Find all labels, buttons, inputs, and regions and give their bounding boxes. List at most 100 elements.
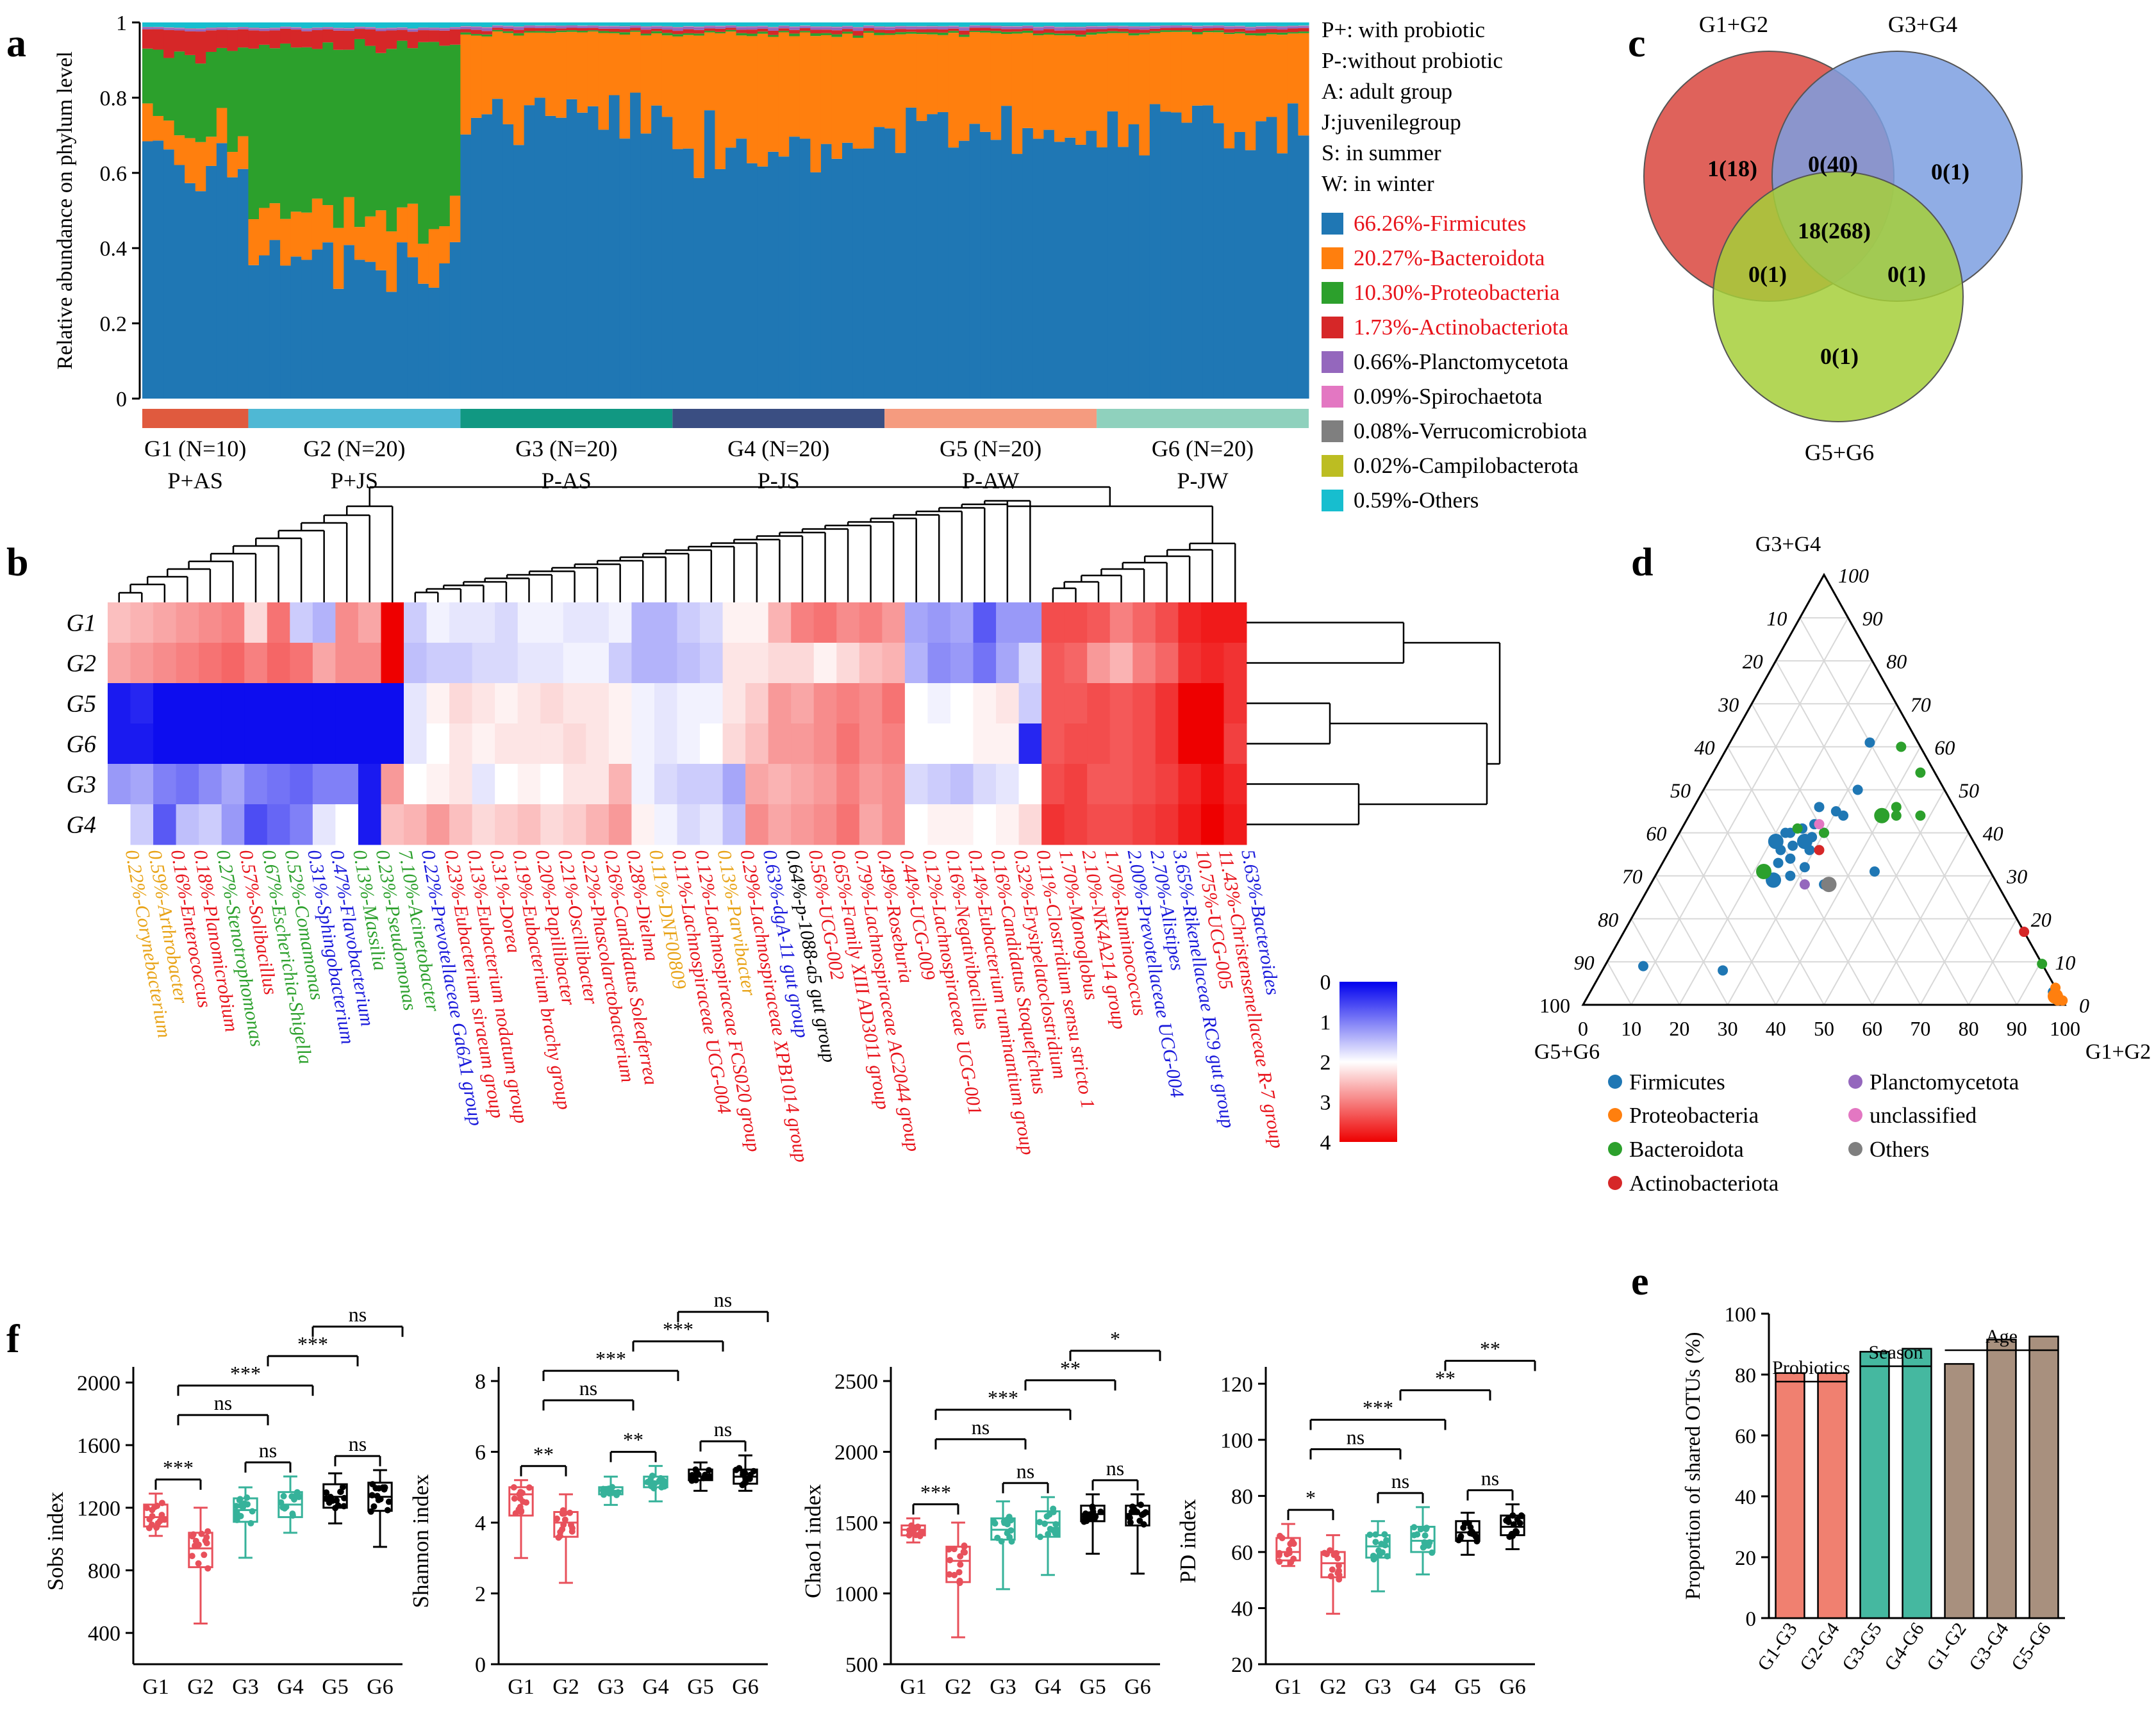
bar-segment-G3-8 xyxy=(481,22,493,28)
ternary-tick-right: 20 xyxy=(2031,908,2052,931)
bar-segment-G1-1 xyxy=(237,136,249,169)
bar-segment-G4-2 xyxy=(874,32,885,35)
bar-segment-G3-3 xyxy=(577,28,588,31)
bar-segment-G4-2 xyxy=(820,33,833,35)
heatmap-cell xyxy=(358,602,381,643)
bar-segment-G6-5 xyxy=(1277,26,1288,28)
bar-segment-G2-4 xyxy=(365,28,376,29)
bar-segment-G5-6 xyxy=(884,26,896,28)
box-point xyxy=(740,1469,747,1476)
bar-segment-G2-3 xyxy=(407,31,419,49)
bar-G3-G5 xyxy=(1859,1351,1890,1619)
bar-segment-G5-2 xyxy=(906,31,917,34)
bar-segment-G4-2 xyxy=(768,35,779,37)
bar-segment-G3-4 xyxy=(630,26,642,28)
bar-segment-G2-4 xyxy=(439,28,451,31)
bar-segment-G4-8 xyxy=(736,22,747,27)
bar-segment-G6-6 xyxy=(1277,26,1288,27)
heatmap-cell xyxy=(608,804,632,845)
venn-region-label: 0(1) xyxy=(1931,159,1969,185)
ternary-tick-right: 10 xyxy=(2055,951,2075,974)
bar-segment-G3-8 xyxy=(513,22,525,27)
heatmap-cell xyxy=(312,683,336,724)
box-point xyxy=(692,1466,699,1473)
bar-segment-G6-5 xyxy=(1287,26,1299,27)
bar-segment-G3-0 xyxy=(661,117,673,399)
legend-label: 0.02%-Campilobacterota xyxy=(1354,453,1579,478)
bar-segment-G5-8 xyxy=(1011,22,1023,26)
heatmap-cell xyxy=(654,683,677,724)
heatmap-cell xyxy=(791,804,815,845)
heatmap-cell xyxy=(1064,643,1088,684)
bar-segment-G3-3 xyxy=(535,28,546,31)
bar-segment-G6-4 xyxy=(1139,27,1150,30)
bar-segment-G4-0 xyxy=(831,158,843,399)
bar-segment-G2-0 xyxy=(397,242,408,399)
bar-segment-G4-6 xyxy=(810,26,822,27)
bar-segment-G4-6 xyxy=(831,26,843,28)
bar-segment-G5-0 xyxy=(1075,144,1087,399)
bar-segment-G5-2 xyxy=(1086,32,1097,35)
bar-segment-G2-8 xyxy=(311,22,323,28)
bar-segment-G1-3 xyxy=(227,29,238,51)
bar-segment-G3-0 xyxy=(513,145,525,399)
box-point xyxy=(1321,1550,1328,1557)
heatmap-cell xyxy=(631,602,655,643)
bar-segment-G4-4 xyxy=(842,26,854,29)
bar-segment-G6-6 xyxy=(1256,26,1267,27)
bar-segment-G2-8 xyxy=(322,22,334,28)
bar-segment-G6-3 xyxy=(1139,29,1150,33)
legend-swatch-7 xyxy=(1322,455,1343,477)
bar-segment-G5-1 xyxy=(884,35,896,129)
bar-segment-G5-6 xyxy=(937,26,949,27)
heatmap-cell xyxy=(1223,723,1247,765)
bar-segment-G4-2 xyxy=(704,31,716,33)
heatmap-cell xyxy=(1041,683,1065,724)
heatmap-cell xyxy=(745,804,769,845)
bar-segment-G2-2 xyxy=(439,45,451,227)
y-tick-label: 1 xyxy=(116,12,127,35)
heatmap-cell xyxy=(1064,804,1088,845)
box-point xyxy=(510,1484,517,1491)
heatmap-cell xyxy=(1155,764,1179,805)
bar-segment-G5-4 xyxy=(1001,26,1013,29)
sig-label: ns xyxy=(349,1303,367,1326)
bar-segment-G5-6 xyxy=(1032,26,1044,28)
bar-segment-G3-3 xyxy=(545,28,556,31)
box-point xyxy=(906,1532,913,1539)
bar-segment-G6-3 xyxy=(1181,28,1193,31)
ternary-point-23 xyxy=(1718,965,1729,976)
bar-segment-G1-2 xyxy=(227,51,238,153)
bar-segment-G3-4 xyxy=(545,26,556,28)
heatmap-row-label: G2 xyxy=(67,650,96,677)
y-tick-label: 0.8 xyxy=(100,87,128,110)
bar-segment-G1-1 xyxy=(174,135,185,165)
bar-segment-G2-1 xyxy=(418,244,429,284)
heatmap-cell xyxy=(722,602,746,643)
bar-segment-G5-2 xyxy=(1043,33,1055,35)
group-label: G3 (N=20) xyxy=(515,436,617,461)
heatmap-cell xyxy=(312,764,336,805)
box-point xyxy=(1045,1530,1052,1537)
box-point xyxy=(233,1514,240,1521)
bar-segment-G3-8 xyxy=(640,22,652,26)
heatmap-cell xyxy=(586,602,609,643)
y-tick-label: 40 xyxy=(1231,1597,1253,1621)
heatmap-cell xyxy=(290,643,313,684)
bar-segment-G2-0 xyxy=(365,261,376,399)
group-label: G2 (N=20) xyxy=(303,436,405,461)
box-point xyxy=(1052,1521,1059,1528)
bar-segment-G2-4 xyxy=(322,28,334,29)
y-tick-label: 80 xyxy=(1735,1364,1756,1387)
legend-note: P-:without probiotic xyxy=(1322,48,1503,73)
heatmap-cell xyxy=(176,804,199,845)
x-tick-label: G5 xyxy=(1079,1675,1106,1699)
ternary-point-29 xyxy=(1891,802,1902,813)
x-tick-label: G2 xyxy=(1320,1675,1347,1699)
heatmap-cell xyxy=(1018,764,1042,805)
bar-segment-G5-4 xyxy=(948,26,959,29)
bar-segment-G5-0 xyxy=(948,147,959,399)
bar-segment-G3-4 xyxy=(587,26,599,28)
box-point xyxy=(158,1512,165,1519)
